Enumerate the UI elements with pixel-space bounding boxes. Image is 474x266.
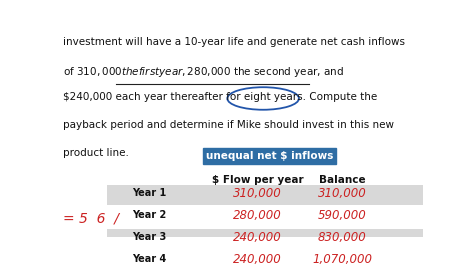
Text: investment will have a 10-year life and generate net cash inflows: investment will have a 10-year life and … [63, 37, 405, 47]
Text: 310,000: 310,000 [318, 186, 366, 200]
Text: 830,000: 830,000 [318, 231, 366, 244]
Text: Year 1: Year 1 [132, 188, 166, 198]
Bar [107, 207, 423, 227]
Text: 240,000: 240,000 [233, 253, 282, 266]
Text: 280,000: 280,000 [233, 209, 282, 222]
Text: of $310,000 the first year, $280,000 the second year, and: of $310,000 the first year, $280,000 the… [63, 65, 344, 79]
Text: = 5  6  /: = 5 6 / [63, 211, 119, 226]
Text: unequal net $ inflows: unequal net $ inflows [206, 151, 334, 161]
Bar [107, 185, 423, 205]
Text: Year 2: Year 2 [132, 210, 166, 220]
Text: 590,000: 590,000 [318, 209, 366, 222]
Bar [107, 229, 423, 249]
Text: Year 4: Year 4 [132, 254, 166, 264]
Text: 310,000: 310,000 [233, 186, 282, 200]
Text: product line.: product line. [63, 148, 129, 158]
Text: Year 3: Year 3 [132, 232, 166, 242]
Bar [107, 251, 423, 266]
Text: payback period and determine if Mike should invest in this new: payback period and determine if Mike sho… [63, 120, 394, 130]
Text: 1,070,000: 1,070,000 [312, 253, 372, 266]
Text: $ Flow per year: $ Flow per year [212, 175, 303, 185]
Text: 240,000: 240,000 [233, 231, 282, 244]
Text: Balance: Balance [319, 175, 365, 185]
Text: $240,000 each year thereafter for eight years. Compute the: $240,000 each year thereafter for eight … [63, 92, 377, 102]
